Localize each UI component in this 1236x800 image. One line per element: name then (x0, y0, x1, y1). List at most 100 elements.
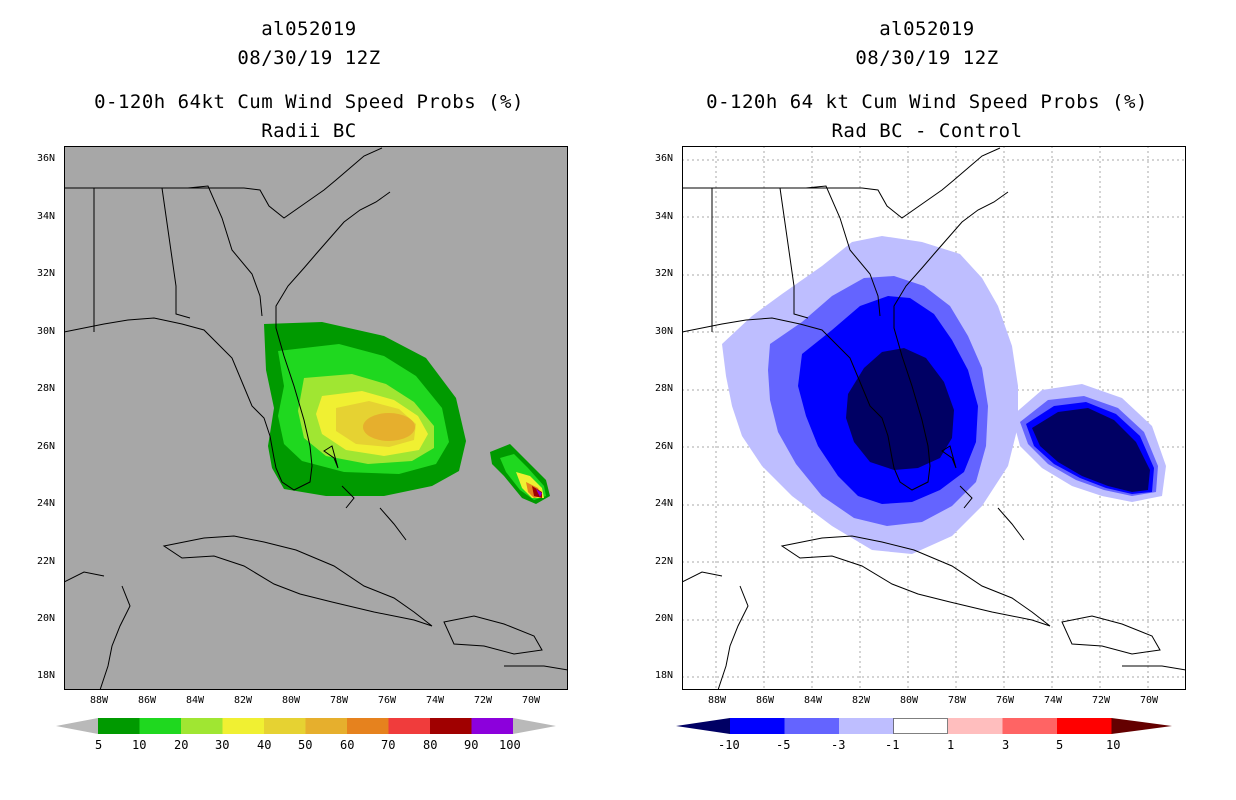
right-lon-label: 80W (900, 695, 919, 706)
left-storm-id: al052019 (261, 18, 357, 40)
right-colorbar-label: 10 (1106, 738, 1121, 752)
left-colorbar-label: 60 (340, 738, 355, 752)
left-lat-label: 32N (37, 268, 56, 279)
right-colorbar-over-arrow (1111, 718, 1172, 734)
right-colorbar-swatch (839, 718, 894, 734)
right-lat-label: 26N (655, 441, 674, 452)
left-subtitle: Radii BC (261, 120, 357, 142)
left-lon-label: 88W (90, 695, 109, 706)
left-colorbar-swatch (181, 718, 223, 734)
right-colorbar-swatch (1057, 718, 1112, 734)
left-lat-label: 18N (37, 670, 56, 681)
right-colorbar-label: 3 (1002, 738, 1010, 752)
left-map-frame (64, 146, 568, 690)
right-title: 0-120h 64 kt Cum Wind Speed Probs (%) (706, 91, 1148, 113)
right-lon-label: 88W (708, 695, 727, 706)
left-map (64, 146, 568, 690)
right-colorbar-swatch (730, 718, 785, 734)
right-colorbar-swatch (893, 718, 948, 734)
right-colorbar-label: -3 (831, 738, 846, 752)
left-colorbar-label: 20 (174, 738, 189, 752)
right-lat-label: 30N (655, 326, 674, 337)
left-lat-label: 28N (37, 383, 56, 394)
right-lat-label: 28N (655, 383, 674, 394)
left-lon-label: 82W (234, 695, 253, 706)
left-colorbar-swatch (388, 718, 430, 734)
left-lon-label: 74W (426, 695, 445, 706)
right-colorbar-label: 1 (947, 738, 955, 752)
left-colorbar-label: 40 (257, 738, 272, 752)
left-colorbar-swatch (98, 718, 140, 734)
right-map-frame (682, 146, 1186, 690)
right-lat-label: 32N (655, 268, 674, 279)
left-colorbar-label: 50 (298, 738, 313, 752)
right-lon-label: 70W (1140, 695, 1159, 706)
right-lon-label: 84W (804, 695, 823, 706)
right-lon-label: 74W (1044, 695, 1063, 706)
left-lat-label: 34N (37, 211, 56, 222)
left-lat-label: 26N (37, 441, 56, 452)
left-probability-contours (264, 322, 550, 504)
left-lat-label: 30N (37, 326, 56, 337)
right-lon-label: 82W (852, 695, 871, 706)
right-lat-label: 22N (655, 556, 674, 567)
right-lat-label: 20N (655, 613, 674, 624)
right-colorbar-label: -5 (776, 738, 791, 752)
left-colorbar-under-arrow (56, 718, 98, 734)
right-coastlines (682, 147, 1186, 690)
right-lon-label: 86W (756, 695, 775, 706)
left-colorbar-swatch (305, 718, 347, 734)
left-colorbar-swatch (222, 718, 264, 734)
left-colorbar-swatch (139, 718, 181, 734)
right-lon-label: 78W (948, 695, 967, 706)
left-lon-label: 70W (522, 695, 541, 706)
left-lat-label: 22N (37, 556, 56, 567)
left-lat-label: 36N (37, 153, 56, 164)
left-colorbar-swatch (471, 718, 513, 734)
left-colorbar-label: 90 (464, 738, 479, 752)
right-panel: al052019 08/30/19 12Z 0-120h 64 kt Cum W… (618, 0, 1236, 800)
left-lat-label: 24N (37, 498, 56, 509)
right-lat-label: 36N (655, 153, 674, 164)
left-lon-label: 86W (138, 695, 157, 706)
right-subtitle: Rad BC - Control (831, 120, 1023, 142)
left-date: 08/30/19 12Z (237, 47, 381, 69)
right-lon-label: 76W (996, 695, 1015, 706)
right-colorbar-label: -1 (885, 738, 900, 752)
left-colorbar-over-arrow (513, 718, 556, 734)
right-lat-label: 24N (655, 498, 674, 509)
right-colorbar-swatch (948, 718, 1003, 734)
left-colorbar-label: 100 (499, 738, 521, 752)
left-lat-label: 20N (37, 613, 56, 624)
right-difference-contours (722, 236, 1166, 554)
left-colorbar-swatch (264, 718, 306, 734)
right-colorbar-under-arrow (676, 718, 730, 734)
right-map (682, 146, 1186, 690)
right-lat-label: 18N (655, 670, 674, 681)
left-colorbar-swatch (347, 718, 389, 734)
left-lon-label: 72W (474, 695, 493, 706)
right-lat-label: 34N (655, 211, 674, 222)
right-colorbar-swatch (1002, 718, 1057, 734)
left-colorbar-label: 30 (215, 738, 230, 752)
right-colorbar-swatch (784, 718, 839, 734)
left-colorbar-label: 80 (423, 738, 438, 752)
right-colorbar (676, 718, 1172, 734)
left-colorbar-label: 5 (95, 738, 103, 752)
left-lon-label: 84W (186, 695, 205, 706)
left-coastlines (64, 147, 568, 690)
left-colorbar-label: 10 (132, 738, 147, 752)
left-lon-label: 80W (282, 695, 301, 706)
left-lon-label: 78W (330, 695, 349, 706)
left-colorbar-swatch (430, 718, 472, 734)
right-lon-label: 72W (1092, 695, 1111, 706)
left-colorbar-label: 70 (381, 738, 396, 752)
right-storm-id: al052019 (879, 18, 975, 40)
left-panel: al052019 08/30/19 12Z 0-120h 64kt Cum Wi… (37, 18, 568, 752)
right-colorbar-label: 5 (1056, 738, 1064, 752)
left-title: 0-120h 64kt Cum Wind Speed Probs (%) (94, 91, 524, 113)
left-lon-label: 76W (378, 695, 397, 706)
right-colorbar-label: -10 (718, 738, 740, 752)
right-date: 08/30/19 12Z (855, 47, 999, 69)
left-colorbar (56, 718, 556, 734)
